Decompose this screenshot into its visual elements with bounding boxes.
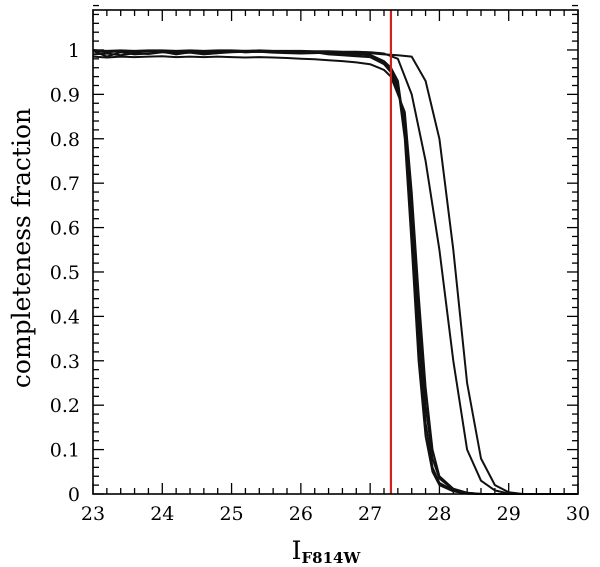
completeness-curve-4 bbox=[92, 55, 578, 495]
x-tick-label: 29 bbox=[497, 503, 521, 525]
completeness-curve-2 bbox=[92, 49, 578, 495]
x-axis-title-sub: F814W bbox=[302, 549, 362, 567]
x-axis-title-main: I bbox=[292, 536, 302, 565]
y-tick-label: 0.2 bbox=[50, 395, 80, 417]
x-tick-label: 24 bbox=[150, 503, 174, 525]
x-tick-label: 30 bbox=[566, 503, 590, 525]
plot-frame bbox=[92, 9, 579, 495]
y-tick-label: 0.9 bbox=[50, 84, 80, 106]
y-tick-label: 0.7 bbox=[50, 173, 80, 195]
x-tick-label: 23 bbox=[81, 503, 105, 525]
y-tick-label: 0.6 bbox=[50, 218, 80, 240]
x-tick-label: 26 bbox=[289, 503, 313, 525]
x-tick-label: 27 bbox=[358, 503, 382, 525]
y-tick-label: 0 bbox=[68, 484, 80, 506]
y-tick-label: 0.1 bbox=[50, 440, 80, 462]
x-tick-label: 25 bbox=[219, 503, 243, 525]
completeness-curve-5 bbox=[92, 49, 578, 495]
y-tick-labels: 0 0.1 0.2 0.3 0.4 0.5 0.6 0.7 0.8 0.9 1 bbox=[50, 40, 80, 506]
y-tick-label: 0.8 bbox=[50, 129, 80, 151]
x-tick-labels: 23 24 25 26 27 28 29 30 bbox=[81, 503, 590, 525]
completeness-curve-1 bbox=[92, 49, 578, 495]
x-tick-label: 28 bbox=[427, 503, 451, 525]
y-tick-label: 0.3 bbox=[50, 351, 80, 373]
y-tick-label: 0.4 bbox=[50, 306, 80, 328]
completeness-curve-6 bbox=[92, 49, 578, 495]
ticks bbox=[92, 4, 579, 495]
completeness-curve-3 bbox=[92, 50, 578, 495]
x-axis-title: IF814W bbox=[292, 536, 362, 567]
y-tick-label: 1 bbox=[68, 40, 80, 62]
y-tick-label: 0.5 bbox=[50, 262, 80, 284]
y-axis-title: completeness fraction bbox=[7, 108, 36, 388]
series-lines bbox=[92, 49, 578, 495]
